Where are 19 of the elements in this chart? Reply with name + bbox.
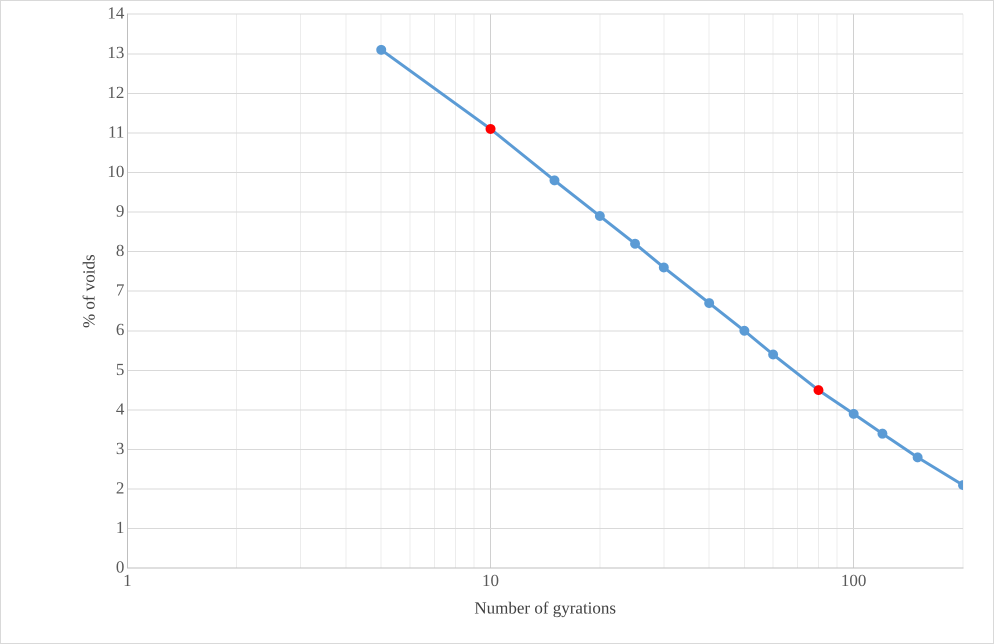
y-tick-label: 14 <box>107 4 125 23</box>
y-tick-label: 2 <box>116 478 124 498</box>
y-tick-label: 10 <box>107 162 124 181</box>
y-tick-label: 3 <box>116 438 124 458</box>
y-axis-title: % of voids <box>80 254 99 328</box>
y-tick-label: 11 <box>108 122 124 142</box>
y-tick-label: 5 <box>116 360 124 379</box>
y-tick-label: 12 <box>107 82 124 102</box>
y-tick-label: 7 <box>116 280 125 300</box>
x-axis-title: Number of gyrations <box>474 598 616 618</box>
y-tick-label: 8 <box>116 241 124 260</box>
y-tick-label: 13 <box>107 43 124 62</box>
y-tick-label: 1 <box>116 518 124 538</box>
y-tick-label: 6 <box>116 320 124 340</box>
x-tick-label: 10 <box>482 570 500 590</box>
y-tick-label: 0 <box>116 558 124 577</box>
y-tick-label: 4 <box>116 399 125 418</box>
y-tick-label: 9 <box>116 202 124 221</box>
x-tick-label: 100 <box>840 570 866 590</box>
